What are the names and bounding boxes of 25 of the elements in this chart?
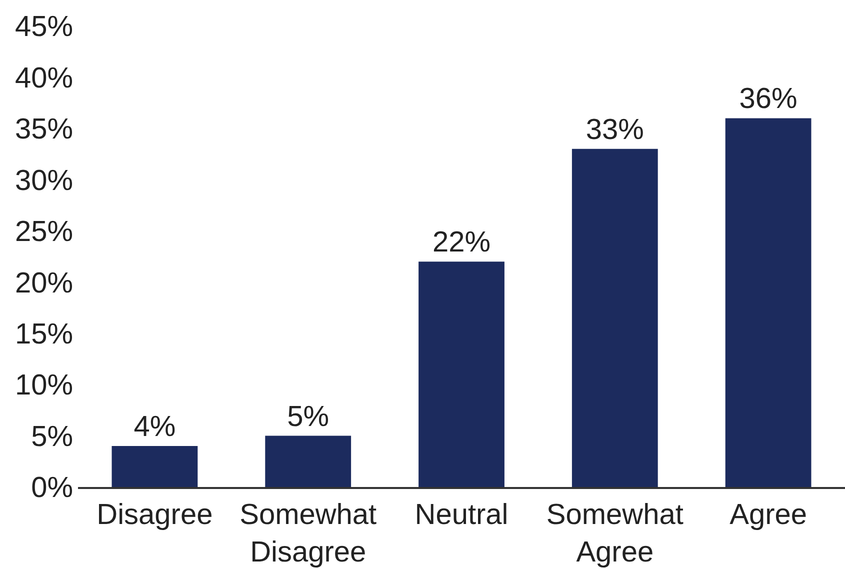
bar [265,436,352,487]
y-tick-label: 30% [14,164,73,197]
x-tick-label: Disagree [96,498,213,531]
bar [418,262,504,487]
data-label: 4% [134,411,176,444]
data-label: 33% [586,114,644,146]
data-label: 22% [432,226,491,259]
x-tick-label: Somewhat Agree [546,498,684,568]
y-tick-label: 15% [14,318,73,350]
y-tick-label: 5% [31,420,73,453]
x-tick-label: Neutral [414,498,508,531]
y-tick-label: 25% [14,216,73,248]
bar [572,148,658,487]
x-tick-label: Agree [730,498,807,531]
y-tick-label: 40% [14,62,73,94]
y-tick-label: 20% [14,267,73,300]
x-tick-label: Somewhat Disagree [240,498,377,568]
bar [112,446,198,487]
data-label: 36% [739,83,798,116]
data-label: 5% [287,400,330,433]
y-tick-label: 45% [14,11,73,44]
y-tick-label: 0% [31,472,73,504]
y-tick-label: 35% [14,114,73,146]
y-tick-label: 10% [14,370,73,402]
bar [725,118,812,487]
